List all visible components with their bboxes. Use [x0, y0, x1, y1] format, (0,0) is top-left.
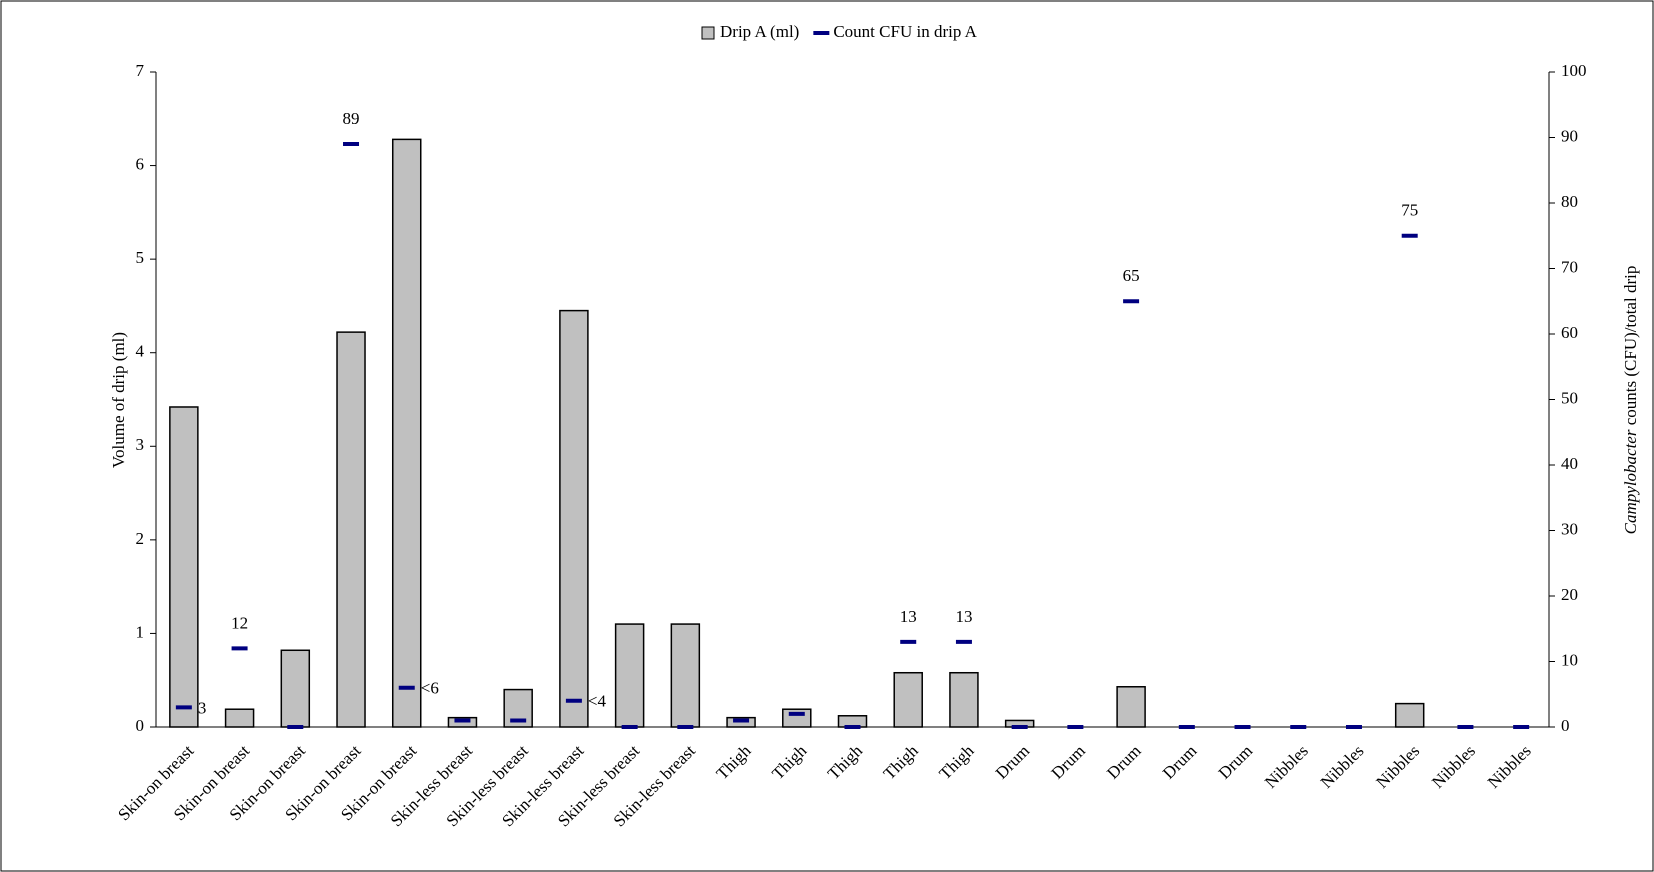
- data-label: 89: [343, 109, 360, 128]
- y2-tick-label: 80: [1561, 192, 1578, 211]
- bar: [224, 708, 255, 728]
- y2-label-rest: counts (CFU)/total drip: [1621, 266, 1640, 430]
- y2-tick-label: 40: [1561, 454, 1578, 473]
- bar: [614, 623, 645, 728]
- bar: [670, 623, 701, 728]
- data-label: 13: [900, 607, 917, 626]
- y-tick-label: 6: [136, 154, 145, 173]
- bar: [391, 138, 422, 728]
- y-tick-label: 4: [136, 342, 145, 361]
- bar: [169, 406, 199, 728]
- y2-tick-label: 10: [1561, 650, 1578, 669]
- y-tick-label: 1: [136, 622, 145, 641]
- y2-tick-label: 0: [1561, 716, 1570, 735]
- y2-tick-label: 100: [1561, 61, 1587, 80]
- y2-axis-label: Campylobacter counts (CFU)/total drip: [1621, 266, 1640, 535]
- y-tick-label: 5: [136, 248, 145, 267]
- data-label: 3: [198, 698, 207, 717]
- data-label: 75: [1401, 201, 1418, 220]
- legend-swatch: [701, 26, 715, 40]
- y2-tick-label: 20: [1561, 585, 1578, 604]
- y-tick-label: 7: [136, 61, 145, 80]
- bar: [336, 331, 366, 728]
- bar: [280, 649, 311, 728]
- bar: [782, 708, 812, 728]
- bar: [1116, 686, 1146, 728]
- legend-label: Count CFU in drip A: [833, 22, 977, 41]
- y2-tick-label: 70: [1561, 257, 1578, 276]
- y2-tick-label: 50: [1561, 388, 1578, 407]
- y-axis-label: Volume of drip (ml): [109, 332, 128, 468]
- legend-label: Drip A (ml): [720, 22, 799, 41]
- data-label: 65: [1123, 266, 1140, 285]
- data-label: <6: [421, 679, 439, 698]
- y-tick-label: 0: [136, 716, 145, 735]
- data-label: 13: [955, 607, 972, 626]
- y2-tick-label: 90: [1561, 126, 1578, 145]
- y-tick-label: 3: [136, 435, 145, 454]
- y2-tick-label: 60: [1561, 323, 1578, 342]
- data-label: <4: [588, 692, 607, 711]
- bar: [893, 671, 923, 728]
- data-label: 12: [231, 613, 248, 632]
- bar: [1394, 702, 1425, 728]
- bar: [559, 309, 589, 728]
- bar: [949, 671, 979, 728]
- y2-label-italic: Campylobacter: [1621, 429, 1640, 534]
- y2-tick-label: 30: [1561, 519, 1578, 538]
- y-tick-label: 2: [136, 529, 145, 548]
